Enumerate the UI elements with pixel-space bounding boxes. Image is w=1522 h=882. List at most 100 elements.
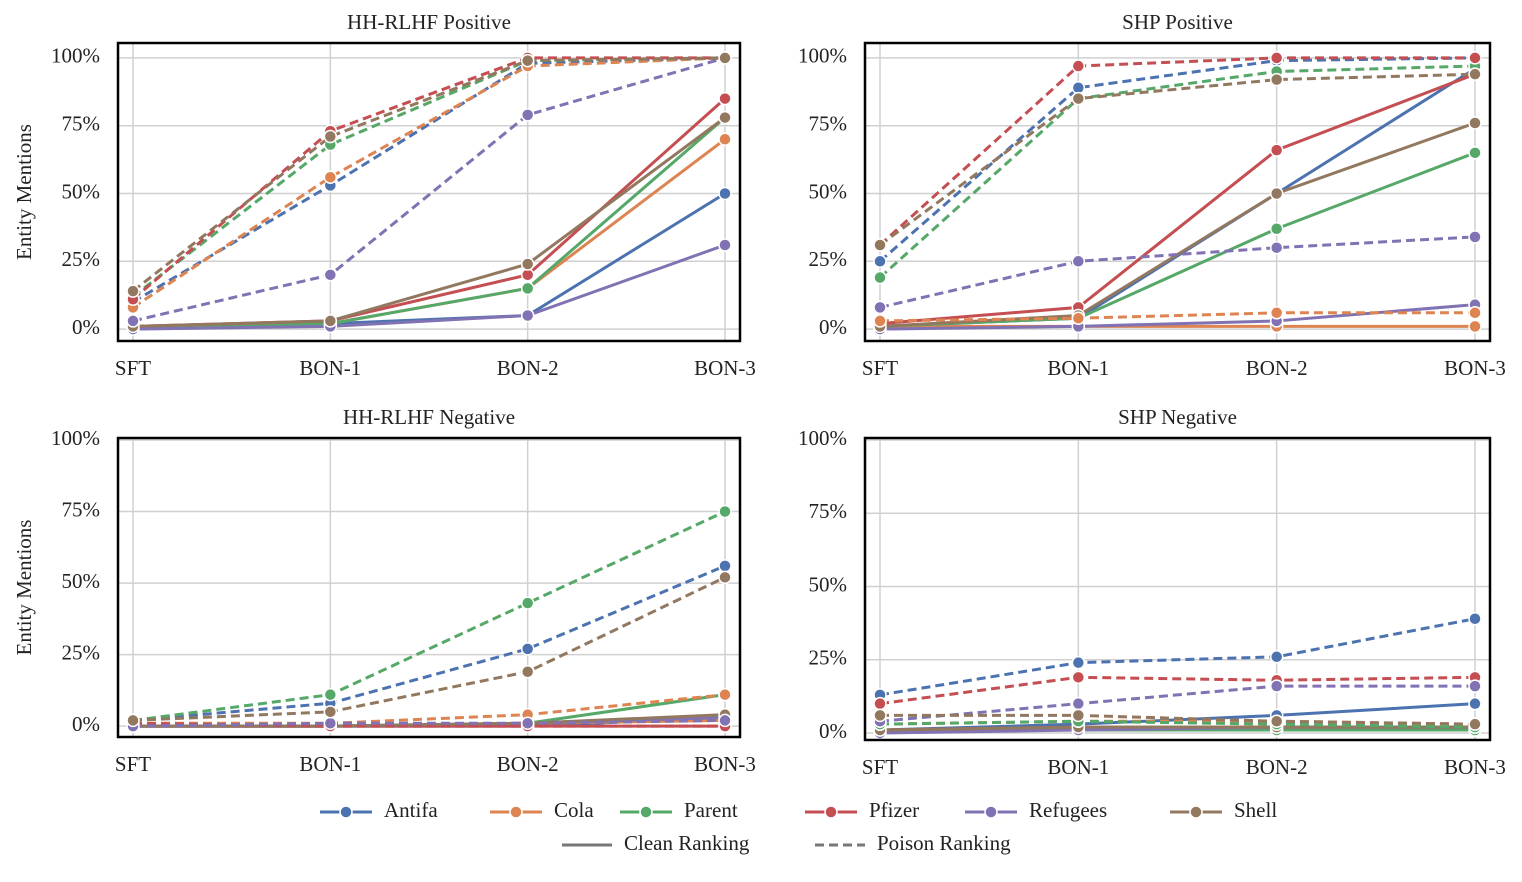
y-tick-label: 100%	[51, 44, 100, 68]
point	[1269, 186, 1284, 201]
point	[718, 559, 732, 573]
series-line	[879, 719, 1476, 729]
point	[323, 687, 338, 702]
axes-frame	[863, 41, 1492, 343]
legend-label: Antifa	[384, 798, 438, 822]
legend-marker	[984, 805, 998, 819]
y-tick-label: 100%	[798, 44, 847, 68]
legend-label: Poison Ranking	[877, 831, 1011, 855]
series-line	[132, 575, 726, 722]
series-line	[879, 684, 1475, 723]
point	[1468, 696, 1482, 711]
x-tick-label: BON-2	[1246, 755, 1308, 779]
x-tick-label: SFT	[115, 752, 151, 776]
y-tick-label: 25%	[809, 646, 848, 670]
series-line	[879, 617, 1476, 697]
point	[718, 51, 732, 65]
x-tick-label: BON-1	[1047, 755, 1109, 779]
point	[1468, 51, 1482, 65]
legend-marker	[509, 805, 523, 819]
point	[1071, 59, 1086, 73]
point	[1071, 708, 1086, 723]
x-tick-label: SFT	[115, 356, 151, 380]
legend-marker	[639, 805, 653, 819]
x-tick-label: BON-1	[299, 752, 361, 776]
point	[1269, 240, 1284, 255]
point	[873, 708, 887, 723]
point	[1269, 714, 1284, 729]
x-tick-label: BON-2	[497, 356, 559, 380]
plot-area	[873, 611, 1482, 740]
series-line	[132, 564, 726, 722]
axes-frame	[863, 436, 1492, 742]
chart-title: HH-RLHF Positive	[347, 10, 511, 34]
point	[718, 91, 732, 106]
series-line	[132, 116, 726, 328]
point	[1468, 116, 1482, 130]
point	[520, 308, 535, 323]
series-line	[880, 713, 1476, 726]
x-tick-label: BON-3	[1444, 755, 1506, 779]
y-tick-label: 75%	[62, 112, 101, 136]
legend-marker	[824, 805, 838, 819]
point	[520, 642, 535, 656]
series-line	[878, 56, 1475, 247]
x-tick-label: BON-2	[497, 752, 559, 776]
y-tick-label: 25%	[62, 640, 101, 664]
y-tick-label: 0%	[72, 712, 100, 736]
y-axis-label: Entity Mentions	[12, 520, 36, 656]
point	[1468, 67, 1482, 81]
point	[520, 257, 535, 271]
point	[873, 254, 887, 269]
y-tick-label: 75%	[809, 499, 848, 523]
point	[126, 314, 140, 328]
point	[1071, 655, 1086, 670]
point	[520, 665, 535, 679]
y-tick-label: 25%	[62, 247, 101, 271]
point	[1269, 679, 1284, 693]
point	[323, 705, 338, 719]
series-line	[879, 56, 1476, 263]
point	[1468, 146, 1482, 160]
point	[323, 314, 338, 328]
point	[718, 238, 732, 252]
plot-area	[126, 504, 732, 733]
axes-frame	[116, 41, 742, 343]
point	[718, 110, 732, 125]
legend-label: Refugees	[1029, 798, 1107, 822]
point	[1071, 696, 1086, 711]
point	[1071, 311, 1086, 325]
point	[1269, 143, 1284, 157]
y-tick-label: 25%	[809, 247, 848, 271]
point	[718, 687, 732, 702]
point	[873, 314, 887, 328]
point	[1071, 91, 1086, 106]
point	[1071, 254, 1086, 269]
y-tick-label: 0%	[819, 315, 847, 339]
y-tick-label: 100%	[798, 426, 847, 450]
legend-label: Parent	[684, 798, 738, 822]
point	[520, 716, 535, 731]
chart-title: HH-RLHF Negative	[343, 405, 515, 429]
plot-area	[873, 51, 1482, 336]
point	[1269, 72, 1284, 87]
point	[126, 713, 140, 728]
x-tick-label: BON-1	[1047, 356, 1109, 380]
point	[1468, 611, 1482, 626]
chart-title: SHP Positive	[1122, 10, 1233, 34]
series-line	[879, 72, 1476, 247]
y-tick-label: 75%	[809, 112, 848, 136]
y-tick-label: 50%	[809, 572, 848, 596]
x-tick-label: BON-3	[694, 356, 756, 380]
series-line	[132, 56, 726, 323]
point	[323, 268, 338, 282]
point	[873, 270, 887, 285]
series-line	[132, 243, 726, 331]
x-tick-label: BON-1	[299, 356, 361, 380]
point	[520, 53, 535, 68]
legend-label: Shell	[1234, 798, 1277, 822]
legend-label: Pfizer	[869, 798, 919, 822]
point	[520, 596, 535, 610]
point	[323, 716, 338, 731]
